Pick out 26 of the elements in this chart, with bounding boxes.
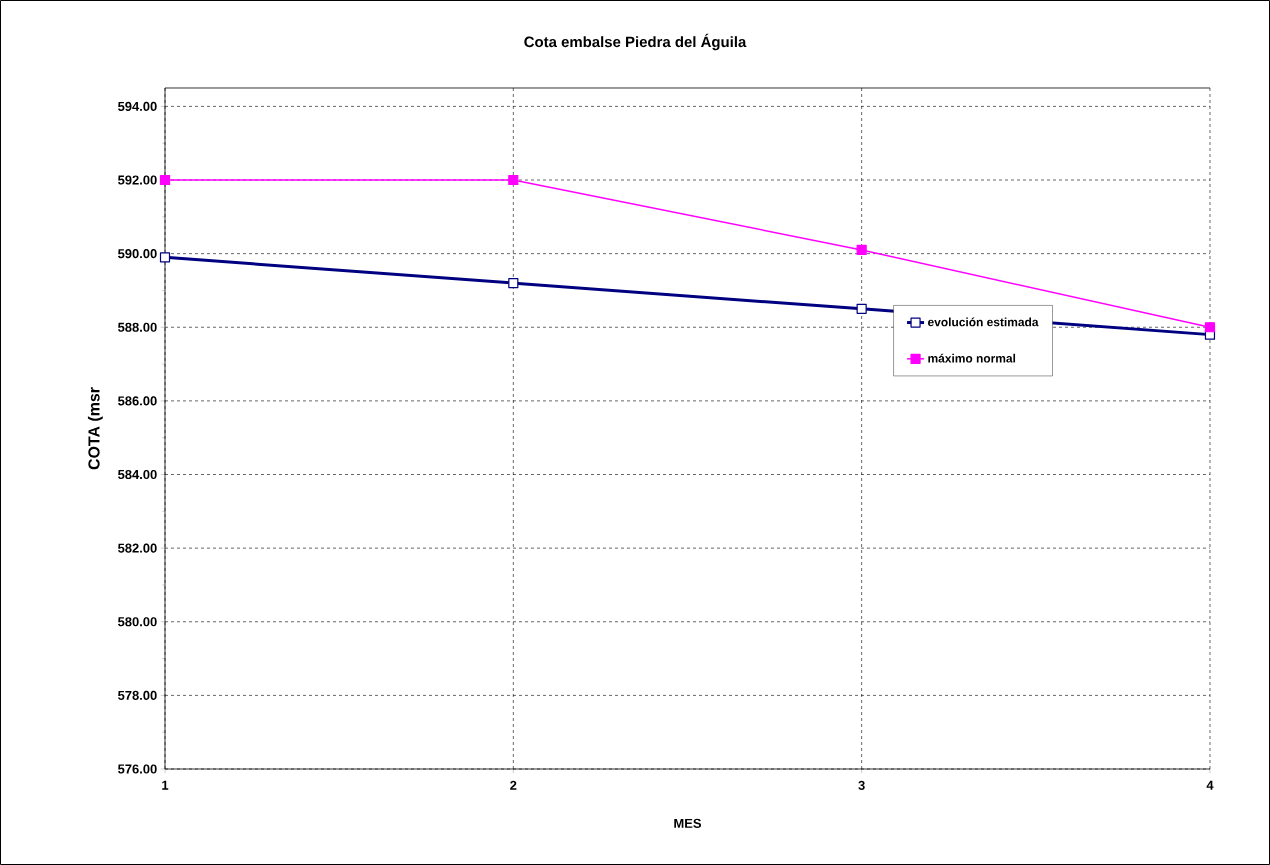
- x-tick-label: 3: [858, 780, 865, 790]
- y-tick-label: 594.00: [118, 101, 157, 111]
- point: [159, 252, 171, 263]
- y-tick-label: 584.00: [118, 469, 157, 480]
- y-tick-label: 580.00: [118, 617, 157, 627]
- point: [508, 277, 519, 289]
- y-tick-label: 576.00: [118, 764, 157, 774]
- x-axis-title: MES: [674, 818, 702, 828]
- x-tick-label: 1: [162, 780, 169, 790]
- point: [856, 303, 867, 314]
- x-tick-label: 2: [510, 780, 517, 790]
- y-tick-label: 586.00: [118, 396, 157, 406]
- x-tick-label: 4: [1206, 780, 1214, 790]
- legend-label: evolución estimada: [928, 317, 1039, 327]
- point: [159, 174, 171, 186]
- y-tick-label: 592.00: [118, 175, 157, 185]
- legend-label: máximo normal: [928, 353, 1016, 363]
- y-axis-title: COTA (msr: [87, 387, 103, 470]
- y-tick-label: 590.00: [118, 249, 157, 259]
- y-tick-label: 578.00: [118, 690, 157, 700]
- chart-title: Cota embalse Piedra del Águila: [524, 33, 747, 51]
- point: [856, 244, 867, 256]
- y-tick-label: 588.00: [118, 322, 157, 332]
- point: [508, 174, 519, 186]
- point: [1204, 322, 1216, 333]
- y-tick-label: 582.00: [118, 543, 157, 553]
